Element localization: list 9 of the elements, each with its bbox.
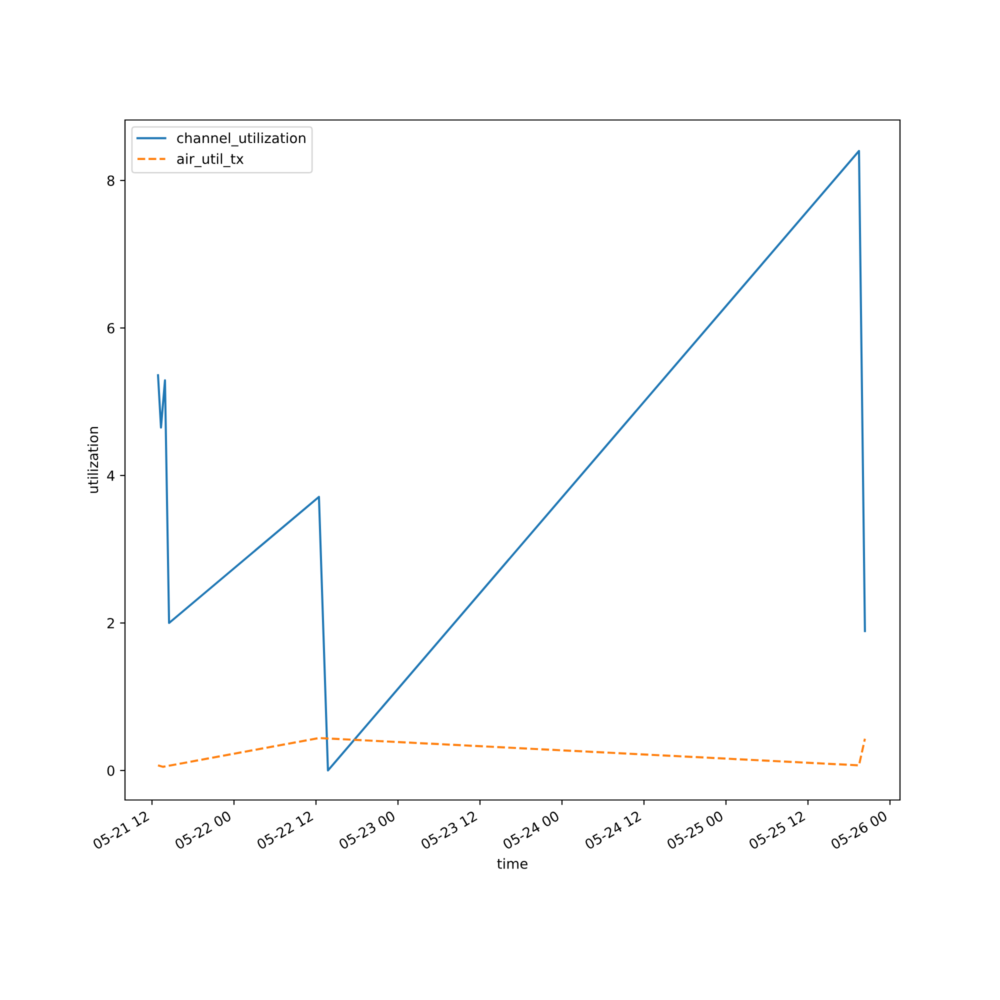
y-tick-label: 0 bbox=[107, 765, 114, 776]
y-axis-title: utilization bbox=[87, 427, 98, 493]
legend-label: channel_utilization bbox=[177, 132, 306, 146]
x-axis-title: time bbox=[497, 858, 528, 869]
y-tick-label: 2 bbox=[107, 618, 114, 628]
legend-label: air_util_tx bbox=[177, 153, 244, 168]
y-tick-label: 6 bbox=[107, 322, 114, 334]
y-tick-label: 4 bbox=[107, 470, 114, 481]
y-tick-label: 8 bbox=[107, 175, 114, 186]
